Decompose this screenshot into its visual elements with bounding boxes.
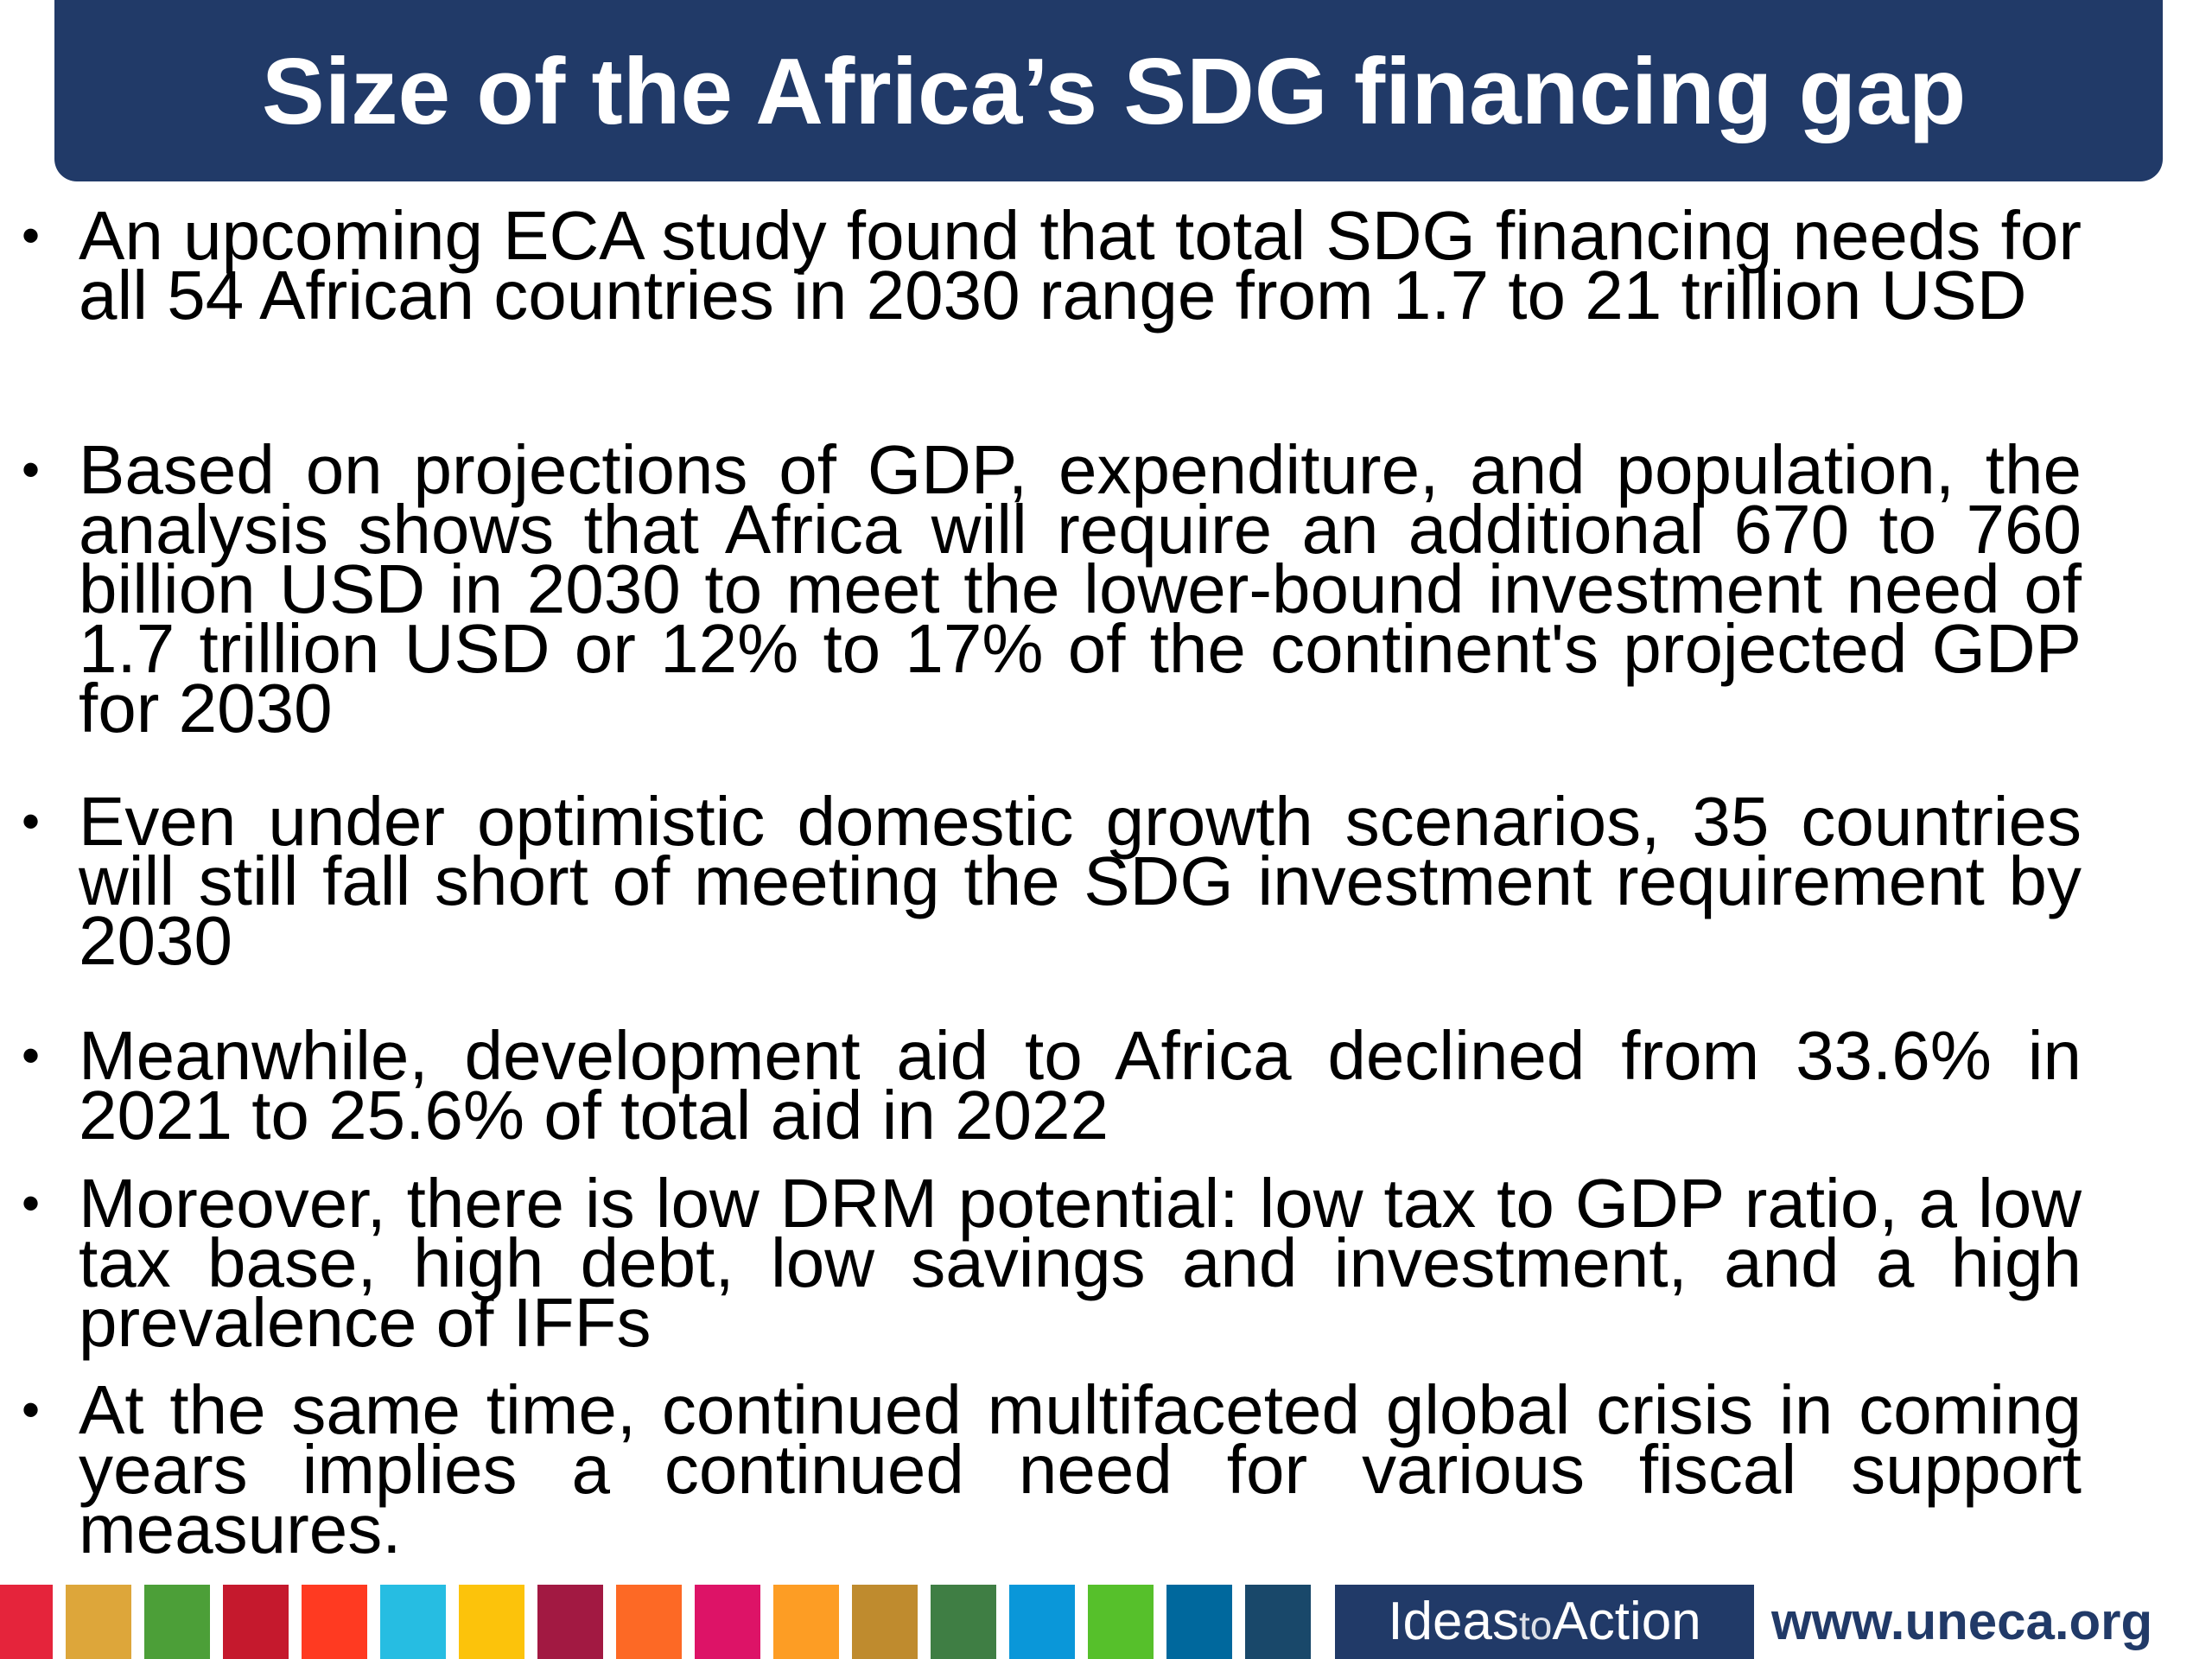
bullet-marker: • — [22, 1174, 41, 1232]
slide-title: Size of the Africa’s SDG financing gap — [262, 39, 1967, 144]
bullet-marker: • — [22, 441, 41, 499]
sdg-color-square — [302, 1585, 367, 1659]
sdg-color-square — [1245, 1585, 1311, 1659]
ideas-to-action-logo: IdeastoAction — [1335, 1585, 1754, 1659]
bullet-item: Based on projections of GDP, expenditure… — [79, 431, 2082, 747]
bullet-item: Moreover, there is low DRM potential: lo… — [79, 1165, 2082, 1361]
sdg-color-square — [223, 1585, 289, 1659]
ideas-text: Ideas — [1388, 1592, 1519, 1651]
sdg-color-square — [1166, 1585, 1232, 1659]
title-bar: Size of the Africa’s SDG financing gap — [54, 0, 2163, 181]
sdg-color-square — [773, 1585, 839, 1659]
footer: IdeastoAction www.uneca.org — [0, 1585, 2212, 1659]
sdg-color-square — [0, 1585, 53, 1659]
sdg-color-square — [1088, 1585, 1154, 1659]
sdg-color-square — [459, 1585, 524, 1659]
bullet-item: An upcoming ECA study found that total S… — [79, 197, 2082, 334]
bullet-item: Even under optimistic domestic growth sc… — [79, 783, 2082, 979]
sdg-color-square — [537, 1585, 603, 1659]
bullet-marker: • — [22, 207, 41, 264]
sdg-color-square — [380, 1585, 446, 1659]
to-text: to — [1518, 1603, 1553, 1648]
bullet-item: At the same time, continued multifaceted… — [79, 1371, 2082, 1567]
website-link[interactable]: www.uneca.org — [1771, 1592, 2153, 1650]
bullet-marker: • — [22, 1027, 41, 1084]
action-text: Action — [1552, 1592, 1701, 1651]
sdg-color-square — [852, 1585, 918, 1659]
sdg-color-square — [1009, 1585, 1075, 1659]
sdg-color-square — [695, 1585, 760, 1659]
sdg-color-square — [144, 1585, 210, 1659]
bullet-item: Meanwhile, development aid to Africa dec… — [79, 1017, 2082, 1154]
sdg-color-square — [66, 1585, 131, 1659]
bullet-marker: • — [22, 792, 41, 850]
sdg-color-square — [931, 1585, 996, 1659]
sdg-color-square — [616, 1585, 682, 1659]
bullet-marker: • — [22, 1381, 41, 1439]
